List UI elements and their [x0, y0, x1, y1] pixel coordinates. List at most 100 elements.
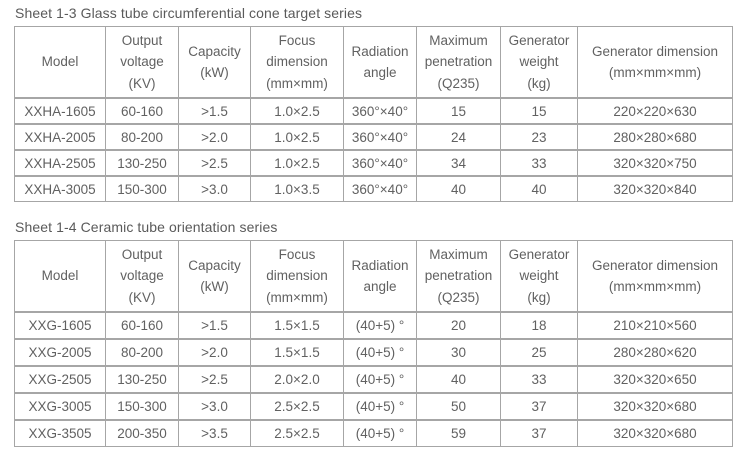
- column-header: Maximum penetration (Q235): [416, 26, 501, 99]
- table-cell: 40: [416, 365, 501, 394]
- table-cell: 40: [500, 175, 578, 202]
- table-cell: 150-300: [105, 392, 179, 421]
- table-cell: 280×280×680: [577, 123, 733, 151]
- table-cell: 15: [500, 97, 578, 125]
- table-header: Model Output voltage (KV) Capacity (kW) Foc…: [14, 26, 733, 99]
- table-row: XXG-3005 150-300 >3.0 2.5×2.5 (40+5) ° 50 37 32…: [14, 392, 733, 421]
- table-cell: 30: [416, 338, 501, 367]
- table-cell: 15: [416, 97, 501, 125]
- column-header: Focus dimension (mm×mm): [250, 26, 344, 99]
- table-cell: 50: [416, 392, 501, 421]
- column-header: Model: [14, 240, 106, 313]
- table-cell: 360°×40°: [343, 97, 417, 125]
- table-row: XXHA-3005 150-300 >3.0 1.0×3.5 360°×40° 40 40 3…: [14, 175, 733, 202]
- spec-table-glass-series: Model Output voltage (KV) Capacity (kW) Foc…: [14, 26, 733, 202]
- model-cell: XXG-2505: [14, 365, 106, 394]
- header-row: Model Output voltage (KV) Capacity (kW) Foc…: [14, 26, 733, 99]
- table-cell: 33: [500, 149, 578, 177]
- model-cell: XXG-1605: [14, 311, 106, 340]
- table-cell: 40: [416, 175, 501, 202]
- table-cell: 80-200: [105, 123, 179, 151]
- table-row: XXG-2005 80-200 >2.0 1.5×1.5 (40+5) ° 30 25 280…: [14, 338, 733, 367]
- column-header: Capacity (kW): [178, 26, 251, 99]
- table-cell: (40+5) °: [343, 311, 417, 340]
- model-cell: XXHA-2505: [14, 149, 106, 177]
- table-cell: 23: [500, 123, 578, 151]
- table-cell: (40+5) °: [343, 419, 417, 447]
- table-cell: 25: [500, 338, 578, 367]
- table-cell: 33: [500, 365, 578, 394]
- table-cell: 2.5×2.5: [250, 392, 344, 421]
- table-cell: 320×320×750: [577, 149, 733, 177]
- sheet-title-ceramic-series: Sheet 1-4 Ceramic tube orientation serie…: [15, 219, 278, 235]
- column-header: Model: [14, 26, 106, 99]
- table-cell: 20: [416, 311, 501, 340]
- column-header: Output voltage (KV): [105, 240, 179, 313]
- table-cell: 320×320×650: [577, 365, 733, 394]
- table-cell: 1.0×2.5: [250, 123, 344, 151]
- table-row: XXHA-2005 80-200 >2.0 1.0×2.5 360°×40° 24 23 28…: [14, 123, 733, 151]
- column-header: Generator weight (kg): [500, 26, 578, 99]
- table-body: XXG-1605 60-160 >1.5 1.5×1.5 (40+5) ° 20 18 210…: [14, 311, 733, 447]
- table-cell: 60-160: [105, 97, 179, 125]
- model-cell: XXG-2005: [14, 338, 106, 367]
- table-body: XXHA-1605 60-160 >1.5 1.0×2.5 360°×40° 15 15 22…: [14, 97, 733, 202]
- table-cell: (40+5) °: [343, 365, 417, 394]
- table-cell: >3.0: [178, 175, 251, 202]
- table-cell: >1.5: [178, 97, 251, 125]
- table-cell: 320×320×840: [577, 175, 733, 202]
- column-header: Focus dimension (mm×mm): [250, 240, 344, 313]
- table-cell: 1.5×1.5: [250, 311, 344, 340]
- table-cell: 24: [416, 123, 501, 151]
- table-cell: 2.0×2.0: [250, 365, 344, 394]
- table-cell: 220×220×630: [577, 97, 733, 125]
- table-cell: 1.0×3.5: [250, 175, 344, 202]
- table-cell: >2.5: [178, 365, 251, 394]
- table-cell: 34: [416, 149, 501, 177]
- column-header: Output voltage (KV): [105, 26, 179, 99]
- table-cell: 280×280×620: [577, 338, 733, 367]
- table-row: XXG-2505 130-250 >2.5 2.0×2.0 (40+5) ° 40 33 32…: [14, 365, 733, 394]
- table-cell: >3.0: [178, 392, 251, 421]
- header-row: Model Output voltage (KV) Capacity (kW) Foc…: [14, 240, 733, 313]
- table-cell: 200-350: [105, 419, 179, 447]
- column-header: Radiation angle: [343, 26, 417, 99]
- model-cell: XXHA-1605: [14, 97, 106, 125]
- model-cell: XXHA-2005: [14, 123, 106, 151]
- table-cell: 2.5×2.5: [250, 419, 344, 447]
- table-cell: 18: [500, 311, 578, 340]
- table-cell: 1.0×2.5: [250, 97, 344, 125]
- table-cell: 360°×40°: [343, 123, 417, 151]
- table-row: XXG-3505 200-350 >3.5 2.5×2.5 (40+5) ° 59 37 32…: [14, 419, 733, 447]
- column-header: Generator weight (kg): [500, 240, 578, 313]
- table-row: XXHA-1605 60-160 >1.5 1.0×2.5 360°×40° 15 15 22…: [14, 97, 733, 125]
- table-cell: 360°×40°: [343, 175, 417, 202]
- table-row: XXG-1605 60-160 >1.5 1.5×1.5 (40+5) ° 20 18 210…: [14, 311, 733, 340]
- table-cell: >2.0: [178, 123, 251, 151]
- table-cell: 59: [416, 419, 501, 447]
- table-cell: 80-200: [105, 338, 179, 367]
- table-cell: >1.5: [178, 311, 251, 340]
- column-header: Generator dimension (mm×mm×mm): [577, 240, 733, 313]
- table-row: XXHA-2505 130-250 >2.5 1.0×2.5 360°×40° 34 33 3…: [14, 149, 733, 177]
- table-cell: 60-160: [105, 311, 179, 340]
- sheet-title-glass-series: Sheet 1-3 Glass tube circumferential con…: [15, 5, 363, 21]
- table-cell: (40+5) °: [343, 392, 417, 421]
- table-cell: (40+5) °: [343, 338, 417, 367]
- table-cell: 320×320×680: [577, 392, 733, 421]
- table-cell: 1.5×1.5: [250, 338, 344, 367]
- table-cell: 130-250: [105, 149, 179, 177]
- column-header: Maximum penetration (Q235): [416, 240, 501, 313]
- table-cell: 150-300: [105, 175, 179, 202]
- table-cell: >3.5: [178, 419, 251, 447]
- table-cell: 360°×40°: [343, 149, 417, 177]
- table-cell: >2.0: [178, 338, 251, 367]
- table-header: Model Output voltage (KV) Capacity (kW) Foc…: [14, 240, 733, 313]
- table-cell: 320×320×680: [577, 419, 733, 447]
- table-cell: 1.0×2.5: [250, 149, 344, 177]
- model-cell: XXHA-3005: [14, 175, 106, 202]
- column-header: Capacity (kW): [178, 240, 251, 313]
- model-cell: XXG-3505: [14, 419, 106, 447]
- table-cell: 37: [500, 419, 578, 447]
